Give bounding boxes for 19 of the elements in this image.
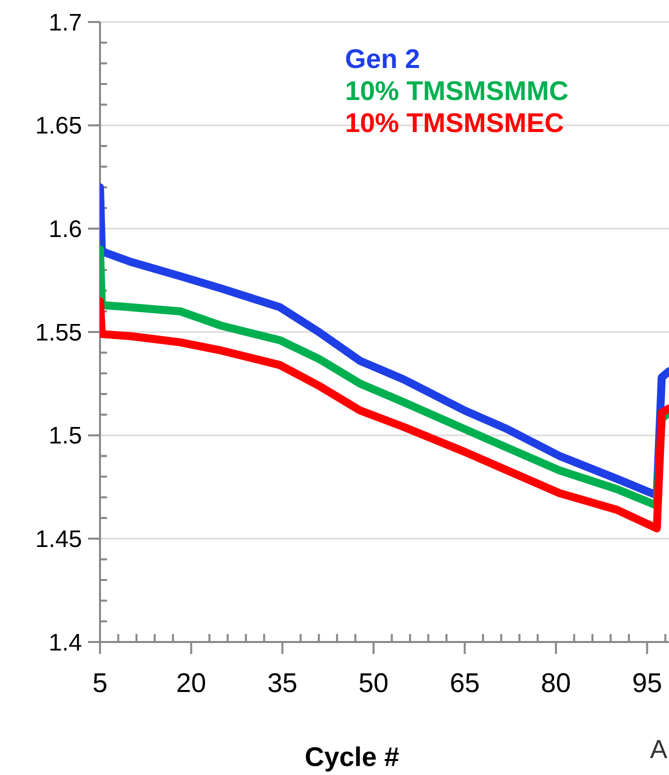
y-tick-label: 1.45 [35, 526, 82, 554]
text: A [650, 734, 668, 764]
y-tick-label: 1.4 [48, 629, 82, 656]
y-tick-label: 1.5 [48, 422, 82, 450]
x-tick-label: 5 [92, 668, 108, 698]
x-tick-label: 80 [540, 668, 571, 698]
x-tick-label: 65 [450, 668, 480, 698]
y-tick-label: 1.6 [48, 216, 82, 244]
x-tick-label: 95 [632, 668, 662, 698]
y-tick-label: 1.55 [35, 319, 82, 346]
x-tick-label: 35 [267, 668, 298, 698]
x-tick-label: 50 [358, 668, 389, 698]
text: Gen 2 [345, 44, 420, 74]
text: 10% TMSMSMEC [345, 108, 564, 138]
x-tick-label: 20 [176, 668, 206, 698]
text: 10% TMSMSMMC [345, 76, 569, 106]
x-axis-title: Cycle # [304, 742, 400, 772]
y-tick-label: 1.65 [35, 112, 82, 140]
y-tick-label: 1.7 [48, 9, 82, 36]
